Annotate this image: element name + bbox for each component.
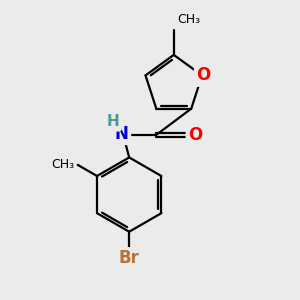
Text: O: O [196, 66, 211, 84]
Text: CH₃: CH₃ [51, 158, 74, 171]
Text: H: H [106, 114, 119, 129]
Text: N: N [115, 125, 129, 143]
Text: CH₃: CH₃ [177, 13, 200, 26]
Text: O: O [188, 126, 202, 144]
Text: Br: Br [119, 250, 140, 268]
